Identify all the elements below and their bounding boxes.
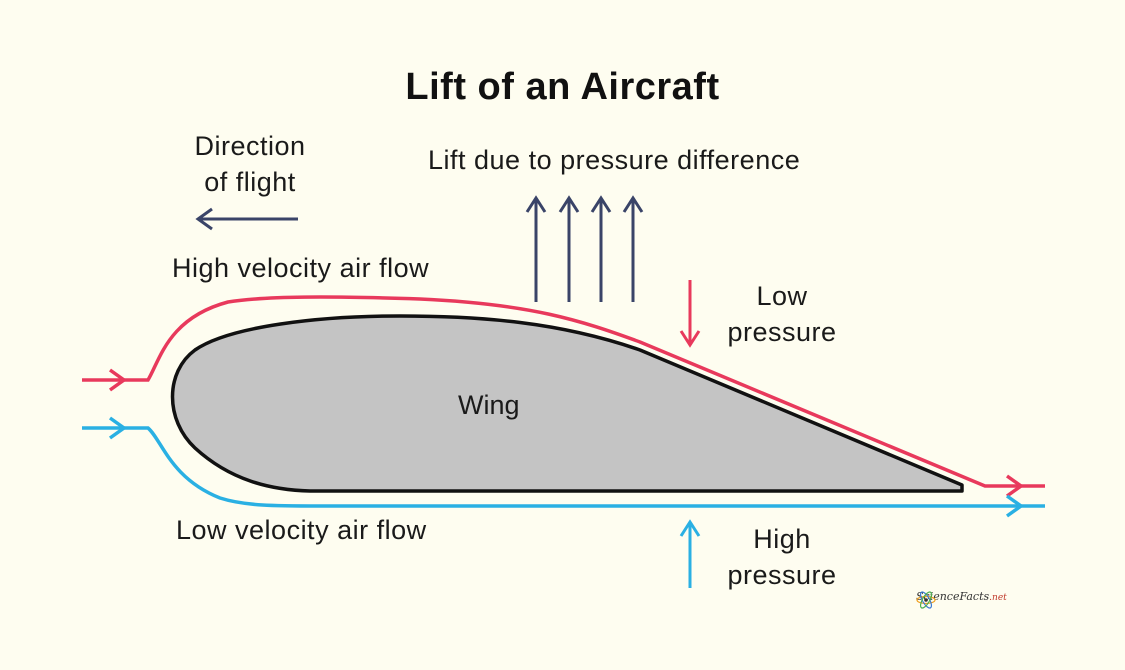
low-pressure-line1: Low bbox=[756, 281, 808, 311]
upper-airflow-line bbox=[82, 295, 1045, 488]
lower-airflow-line bbox=[82, 426, 1045, 508]
direction-label-line2: of flight bbox=[204, 167, 296, 197]
low-pressure-line2: pressure bbox=[727, 317, 837, 347]
logo-text: ScienceFacts.net bbox=[916, 590, 1007, 603]
atom-icon bbox=[916, 591, 936, 609]
lift-label: Lift due to pressure difference bbox=[428, 145, 801, 175]
lift-arrow-4-head bbox=[622, 195, 644, 213]
direction-label-line1: Direction bbox=[194, 131, 306, 161]
lift-arrow-3-head bbox=[590, 195, 612, 213]
high-pressure-arrow-head bbox=[679, 519, 701, 537]
high-pressure-label: High pressure bbox=[712, 521, 852, 593]
wing-airfoil bbox=[170, 314, 964, 493]
direction-arrow-head bbox=[195, 207, 213, 231]
lift-arrows bbox=[525, 195, 644, 302]
lower-inlet-arrowhead bbox=[108, 416, 128, 440]
lift-arrow-2-head bbox=[558, 195, 580, 213]
high-pressure-line1: High bbox=[753, 524, 811, 554]
direction-of-flight-label: Direction of flight bbox=[170, 128, 330, 200]
sciencefacts-logo: ScienceFacts.net bbox=[916, 590, 1007, 609]
wing-label: Wing bbox=[458, 390, 520, 420]
low-pressure-arrow-head bbox=[679, 330, 701, 348]
high-pressure-line2: pressure bbox=[727, 560, 837, 590]
logo-suffix: .net bbox=[989, 593, 1007, 603]
lift-arrow-1-head bbox=[525, 195, 547, 213]
lower-outlet-arrowhead bbox=[1005, 494, 1025, 518]
low-velocity-label: Low velocity air flow bbox=[176, 515, 427, 545]
upper-inlet-arrowhead bbox=[108, 368, 128, 392]
logo-name: ScienceFacts bbox=[916, 590, 990, 603]
diagram-title: Lift of an Aircraft bbox=[405, 66, 720, 108]
upper-outlet-arrowhead bbox=[1005, 474, 1025, 498]
low-pressure-label: Low pressure bbox=[712, 278, 852, 350]
high-velocity-label: High velocity air flow bbox=[172, 253, 430, 283]
